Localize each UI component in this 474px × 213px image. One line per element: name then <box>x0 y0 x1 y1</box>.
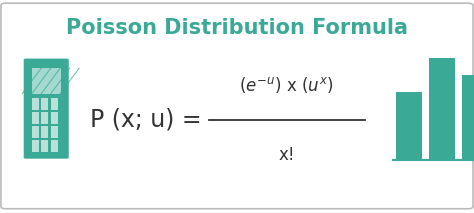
Bar <box>41 98 48 110</box>
Bar <box>51 98 58 110</box>
Bar <box>462 75 474 160</box>
FancyBboxPatch shape <box>1 3 473 209</box>
Bar <box>32 112 38 124</box>
Bar <box>396 92 422 160</box>
Bar <box>41 112 48 124</box>
Bar <box>429 58 455 160</box>
Bar <box>51 112 58 124</box>
Text: Poisson Distribution Formula: Poisson Distribution Formula <box>66 18 408 38</box>
Bar <box>51 126 58 138</box>
Bar <box>41 140 48 152</box>
Bar <box>32 126 38 138</box>
Text: P (x; u) =: P (x; u) = <box>90 107 201 131</box>
Bar <box>32 140 38 152</box>
FancyBboxPatch shape <box>24 59 69 159</box>
Bar <box>41 126 48 138</box>
Bar <box>32 68 61 94</box>
Text: $(e^{-u})\ \mathregular{x}\ (u^{x})$: $(e^{-u})\ \mathregular{x}\ (u^{x})$ <box>239 75 334 95</box>
Text: x!: x! <box>279 147 295 164</box>
Bar <box>32 98 38 110</box>
Bar <box>51 140 58 152</box>
